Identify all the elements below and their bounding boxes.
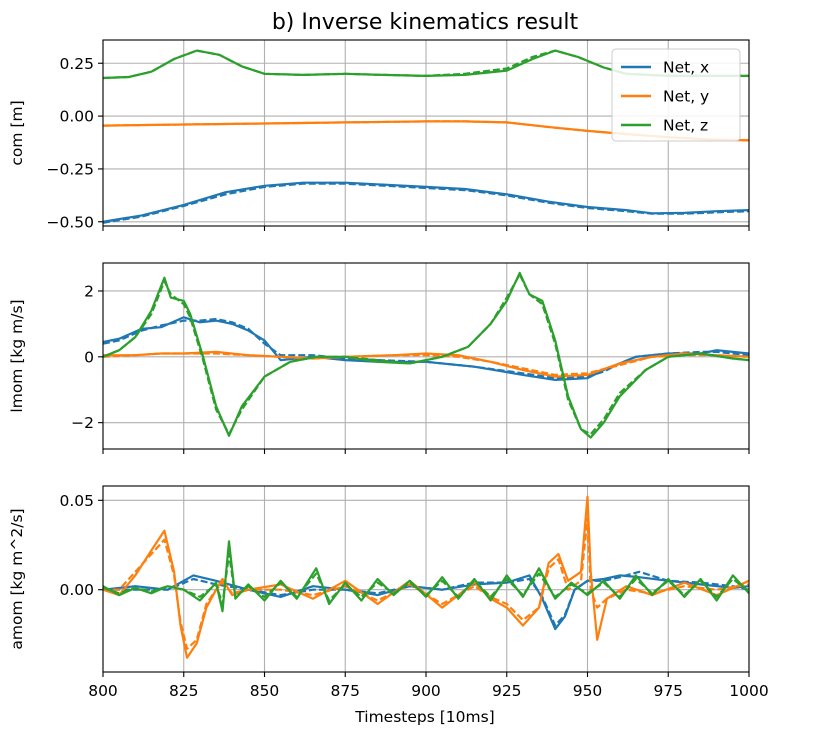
x-tick-label: 850 xyxy=(250,682,280,700)
x-tick-label: 950 xyxy=(573,682,603,700)
series-x-solid xyxy=(103,574,749,631)
x-axis-label: Timesteps [10ms] xyxy=(354,708,494,726)
y-axis-label: com [m] xyxy=(8,100,26,165)
y-tick-label: −0.25 xyxy=(47,160,95,178)
y-tick-label: 2 xyxy=(84,282,94,300)
chart-title: b) Inverse kinematics result xyxy=(272,10,579,35)
legend-frame xyxy=(611,48,741,142)
legend: Net, x Net, y Net, z xyxy=(611,48,741,142)
series-z-solid xyxy=(103,271,749,439)
series-y-solid xyxy=(103,350,749,378)
subplot-lmom: 2 0 −2 lmom [kg m/s] xyxy=(8,262,750,454)
y-axis-label: lmom [kg m/s] xyxy=(8,299,26,412)
x-tick-label: 900 xyxy=(411,682,441,700)
x-tick-label: 825 xyxy=(169,682,199,700)
legend-entry: Net, z xyxy=(663,117,708,135)
y-tick-label: 0 xyxy=(84,348,94,366)
x-tick-label: 1000 xyxy=(729,682,768,700)
y-tick-label: 0.25 xyxy=(59,55,94,73)
series-x-solid xyxy=(103,181,749,223)
legend-entry: Net, x xyxy=(663,59,709,77)
x-tick-label: 800 xyxy=(88,682,118,700)
x-tick-label: 875 xyxy=(330,682,360,700)
subplot-amom: 0.05 0.00 800 825 850 875 900 925 950 975 1000 amom… xyxy=(8,485,769,700)
y-tick-label: −0.50 xyxy=(47,213,95,231)
y-tick-label: 0.05 xyxy=(59,492,94,510)
y-axis-label: amom [kg m^2/s] xyxy=(8,508,26,649)
y-tick-label: 0.00 xyxy=(59,108,94,126)
y-tick-label: 0.00 xyxy=(59,581,94,599)
x-tick-label: 975 xyxy=(653,682,683,700)
series-z-solid xyxy=(103,540,749,613)
x-tick-label: 925 xyxy=(492,682,522,700)
y-tick-label: −2 xyxy=(71,414,94,432)
legend-entry: Net, y xyxy=(663,88,709,106)
